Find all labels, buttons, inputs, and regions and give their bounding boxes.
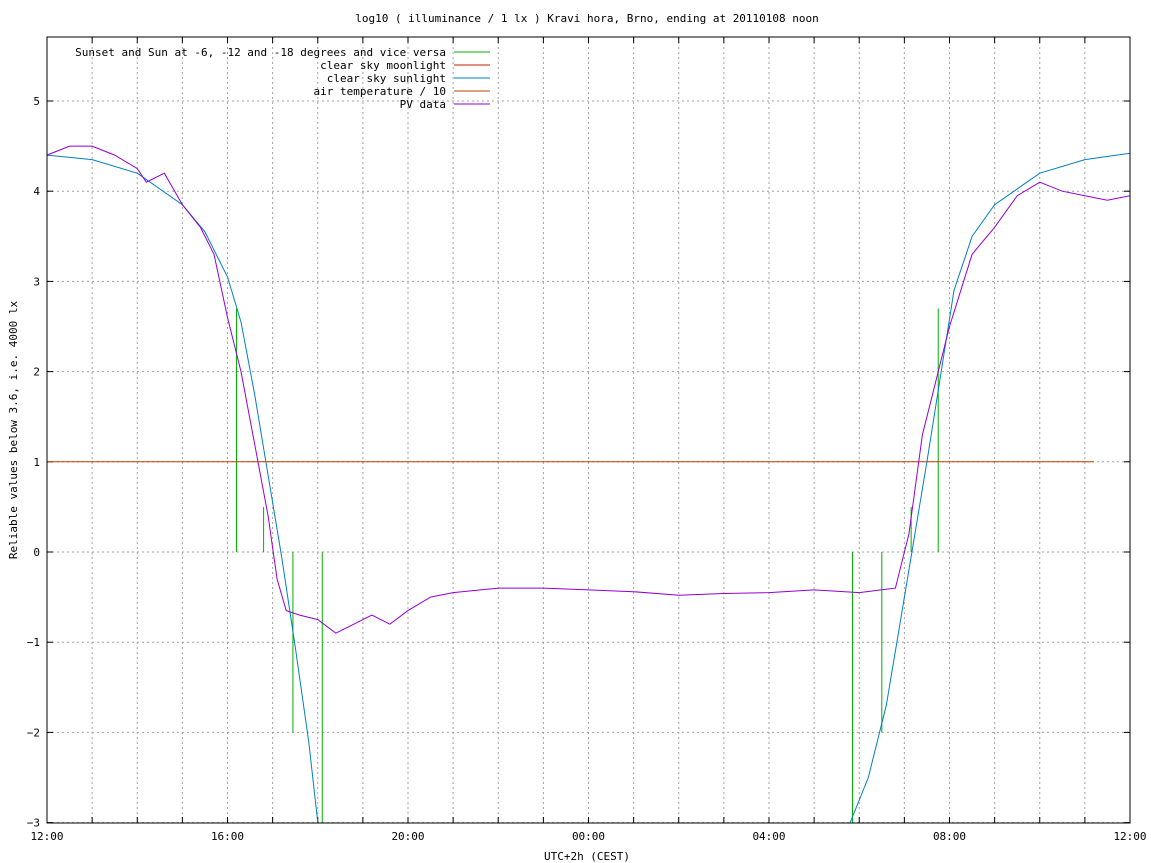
plot-frame [46,36,1131,824]
y-axis-label: Reliable values below 3.6, i.e. 4000 lx [7,300,20,559]
legend-label: clear sky sunlight [327,72,446,85]
x-tick-label: 00:00 [572,830,605,843]
legend-label: clear sky moonlight [320,59,446,72]
chart-title: log10 ( illuminance / 1 lx ) Kravi hora,… [355,12,819,25]
y-tick-label: 1 [33,456,40,469]
series-line-clear-sky-sunlight [47,152,1130,823]
y-tick-label: 4 [33,185,40,198]
x-axis-label: UTC+2h (CEST) [544,850,630,863]
x-tick-label: 20:00 [391,830,424,843]
y-tick-label: 2 [33,366,40,379]
x-tick-label: 08:00 [933,830,966,843]
grid [47,37,1130,824]
y-tick-label: 0 [33,546,40,559]
tick-labels: 12:00 16:00 20:00 00:00 04:00 08:00 12:00−3−2−… [27,95,1147,843]
legend-label: Sunset and Sun at -6, -12 and -18 degree… [75,46,446,59]
y-tick-label: 5 [33,95,40,108]
legend-label: air temperature / 10 [314,85,446,98]
y-tick-label: −1 [27,636,40,649]
legend-label: PV data [400,98,446,111]
y-tick-label: −2 [27,726,40,739]
x-tick-label: 04:00 [752,830,785,843]
x-tick-label: 16:00 [211,830,244,843]
series-line-pv-data [47,145,1130,634]
legend: Sunset and Sun at -6, -12 and -18 degree… [75,46,490,111]
y-tick-label: −3 [27,817,40,830]
x-tick-label: 12:00 [1113,830,1146,843]
y-tick-label: 3 [33,275,40,288]
series-layer [47,145,1130,823]
x-tick-label: 12:00 [30,830,63,843]
